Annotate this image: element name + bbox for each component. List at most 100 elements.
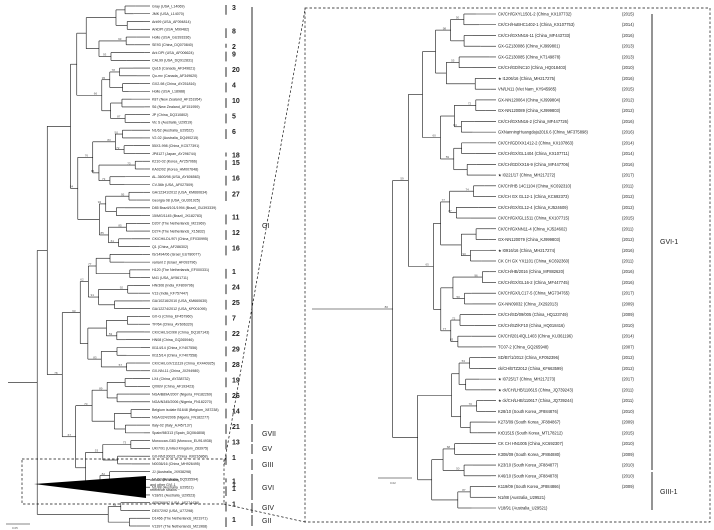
right-bootstrap-value: 87 <box>448 209 452 213</box>
right-bootstrap-value: 77 <box>443 327 447 331</box>
right-leaf-label: K46/10 (South Korea_JF884878) <box>498 473 559 478</box>
right-bootstrap-value: 50 <box>456 16 460 20</box>
right-leaf-year: (2012) <box>622 108 634 113</box>
right-leaf-label: CK/CH/SZ/KF10 (China_HQ018416) <box>498 323 565 328</box>
right-leaf-year: (2012) <box>622 97 634 102</box>
right-leaf-label: CK/CH GX GL12-1 (China_KC692373) <box>498 194 569 199</box>
left-leaf-label: KA02/02 (Korea_HM007648) <box>152 167 198 171</box>
left-leaf-label: TP/64 (China_AY606320) <box>152 323 193 327</box>
left-leaf-label: JJ (Australia_JX938298) <box>152 470 191 474</box>
right-leaf-label: K28/10 (South Korea_JF884876) <box>498 409 559 414</box>
right-leaf-label: K273/09 (South Korea_JF884867) <box>498 420 561 425</box>
right-leaf-label: CK/CH/GX/GL1511 (China_KX107715) <box>498 216 570 221</box>
right-leaf-label: CK/CH/GXNN16-11 (China_MF443733) <box>498 33 571 38</box>
right-leaf-label: CK CH GX YX1101 (China_KC692360) <box>498 259 570 264</box>
left-leaf-label: ArkDPI (USA_M99482) <box>152 28 189 32</box>
right-bootstrap-value: 72 <box>452 316 456 320</box>
zoom-box-right <box>304 7 711 523</box>
left-bootstrap-value: 92 <box>120 285 124 289</box>
right-leaf-year: (2009) <box>622 301 634 306</box>
right-leaf-year: (2012) <box>622 355 634 360</box>
left-bootstrap-value: 95 <box>121 192 125 196</box>
left-leaf-label: DE072/92 (USA_U77298) <box>152 509 193 513</box>
left-clade-number: 24 <box>232 284 240 291</box>
right-bootstrap-value: 74 <box>466 187 470 191</box>
right-leaf-year: (2009) <box>622 452 634 457</box>
left-leaf-label: Ark99 (USA_AF094814) <box>152 20 191 24</box>
left-leaf-label: GA/12341/2012 (USA_KM660634) <box>152 191 207 195</box>
right-leaf-label: SD/B7/1/2012 (China_KF052396) <box>498 355 560 360</box>
right-leaf-year: (2017) <box>622 377 634 382</box>
right-bootstrap-value: 50 <box>456 467 460 471</box>
left-leaf-label: S6 (New Zealand_AF151959) <box>152 105 200 109</box>
right-scale-label: 0.02 <box>390 481 396 485</box>
right-tree: 50 55 72 84 74 87 90 96 50 72 83 53 70 68 50 87 98 59 77 77… <box>312 12 634 511</box>
left-clade-number: 16 <box>232 176 240 183</box>
left-tree: 9393788750727373958561925357738254958384… <box>8 4 240 528</box>
left-clade-number: 29 <box>232 346 240 353</box>
right-leaf-year: (2015) <box>622 216 634 221</box>
star-marker-icon: ★ <box>498 248 502 253</box>
right-leaf-year: (2011) <box>622 387 634 392</box>
left-clade-number: 6 <box>232 129 236 136</box>
right-leaf-label: ck/CH/BTZ2012 (China_KF663599) <box>498 366 563 371</box>
left-leaf-label: SE93 (China_DQ070840) <box>152 43 193 47</box>
left-leaf-label: LX4 (China_AY338732) <box>152 377 190 381</box>
left-clade-number: 12 <box>232 230 240 237</box>
left-leaf-label: HN08 (China_GQ265946) <box>152 338 194 342</box>
left-bootstrap-value: 85 <box>100 231 104 235</box>
right-leaf-year: (2016) <box>622 269 634 274</box>
left-bootstrap-value: 91 <box>91 293 95 297</box>
left-leaf-label: Qu16 (Canada_AF349621) <box>152 66 195 70</box>
right-leaf-label: GX-NN120079 (China_KJ999803) <box>498 237 561 242</box>
left-bootstrap-value: 62 <box>80 278 84 282</box>
left-bootstrap-value: 73 <box>102 177 106 181</box>
left-clade-number: 22 <box>232 331 240 338</box>
left-leaf-label: AR6369/97 (USA_AF274436) <box>152 501 199 505</box>
group-label-gvi: GVI <box>262 485 274 492</box>
right-leaf-label: GX-GZ130086 (China_KJ999801) <box>498 44 561 49</box>
left-leaf-label: AL-3600/98 (USA_AY606563) <box>152 175 200 179</box>
group-label-gii: GII <box>262 518 271 525</box>
left-leaf-label: CK/CH/LSC/99I (China_DQ167143) <box>152 330 209 334</box>
right-leaf-year: (2010) <box>622 463 634 468</box>
right-leaf-year: (2007) <box>622 344 634 349</box>
group-label-giv: GIV <box>262 505 274 512</box>
left-clade-number: 14 <box>232 409 240 416</box>
left-clade-number: 5 <box>232 114 236 121</box>
left-leaf-label: GX-NN-11 (China_JX294980) <box>152 369 199 373</box>
left-leaf-label: NGA/324/2006 (Nigeria_FN182277) <box>152 416 209 420</box>
right-leaf-year: (2010) <box>622 65 634 70</box>
left-bootstrap-value: 83 <box>93 355 97 359</box>
right-leaf-year: (2014) <box>622 22 634 27</box>
left-leaf-label: M41 (USA_AY561711) <box>152 276 188 280</box>
right-leaf-label: K23/10 (South Korea_JF884877) <box>498 463 559 468</box>
left-clade-number: 27 <box>232 191 240 198</box>
right-leaf-year: (2012) <box>622 205 634 210</box>
right-leaf-label: CK/CH/HB 14C1104 (China_KC692310) <box>498 183 572 188</box>
left-clade-number: 16 <box>232 246 240 253</box>
right-leaf-label: VN/LN11 (Viet Nam_KY945985) <box>498 87 557 92</box>
right-leaf-year: (2015) <box>622 430 634 435</box>
collapsed-gvi-label-3: reference strains <box>150 488 177 492</box>
right-leaf-year: (2011) <box>622 226 634 231</box>
left-bootstrap-value: 54 <box>70 185 74 189</box>
left-clade-number: 1 <box>232 455 236 462</box>
left-clade-number: 15 <box>232 160 240 167</box>
collapsed-gvi-triangle <box>34 476 146 498</box>
left-leaf-label: D274 (The Netherlands_X15832) <box>152 229 205 233</box>
right-leaf-label: I1206/16 (China_MH217275) <box>503 76 556 81</box>
left-bootstrap-value: 93 <box>103 53 107 57</box>
left-bootstrap-value: 67 <box>68 433 72 437</box>
left-bootstrap-value: 54 <box>113 503 117 507</box>
right-leaf-year: (2011) <box>622 259 634 264</box>
left-leaf-label: 15/MG/1145 (Brazil_JX182783) <box>152 214 202 218</box>
right-bootstrap-value: 59 <box>400 177 404 181</box>
group-label-giii: GIII <box>262 462 273 469</box>
left-clade-number: 7 <box>232 315 236 322</box>
zoom-box-left <box>21 458 225 505</box>
left-leaf-label: Italy-02 (Italy_AJ457137) <box>152 423 192 427</box>
left-leaf-label: V2-02 (Australia_DQ490215) <box>152 136 198 140</box>
left-bootstrap-value: 89 <box>99 386 103 390</box>
right-leaf-year: (2012) <box>622 237 634 242</box>
